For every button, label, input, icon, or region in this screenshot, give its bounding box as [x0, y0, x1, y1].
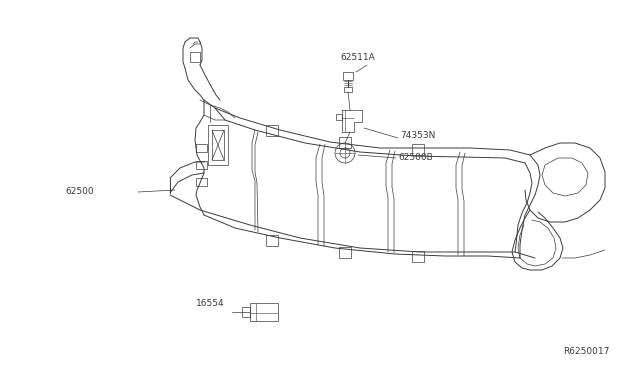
- Text: 62500B: 62500B: [398, 154, 433, 163]
- Text: 62511A: 62511A: [340, 54, 375, 62]
- Text: R6250017: R6250017: [564, 347, 610, 356]
- Text: 62500: 62500: [65, 187, 93, 196]
- Text: 16554: 16554: [196, 298, 225, 308]
- Text: 74353N: 74353N: [400, 131, 435, 140]
